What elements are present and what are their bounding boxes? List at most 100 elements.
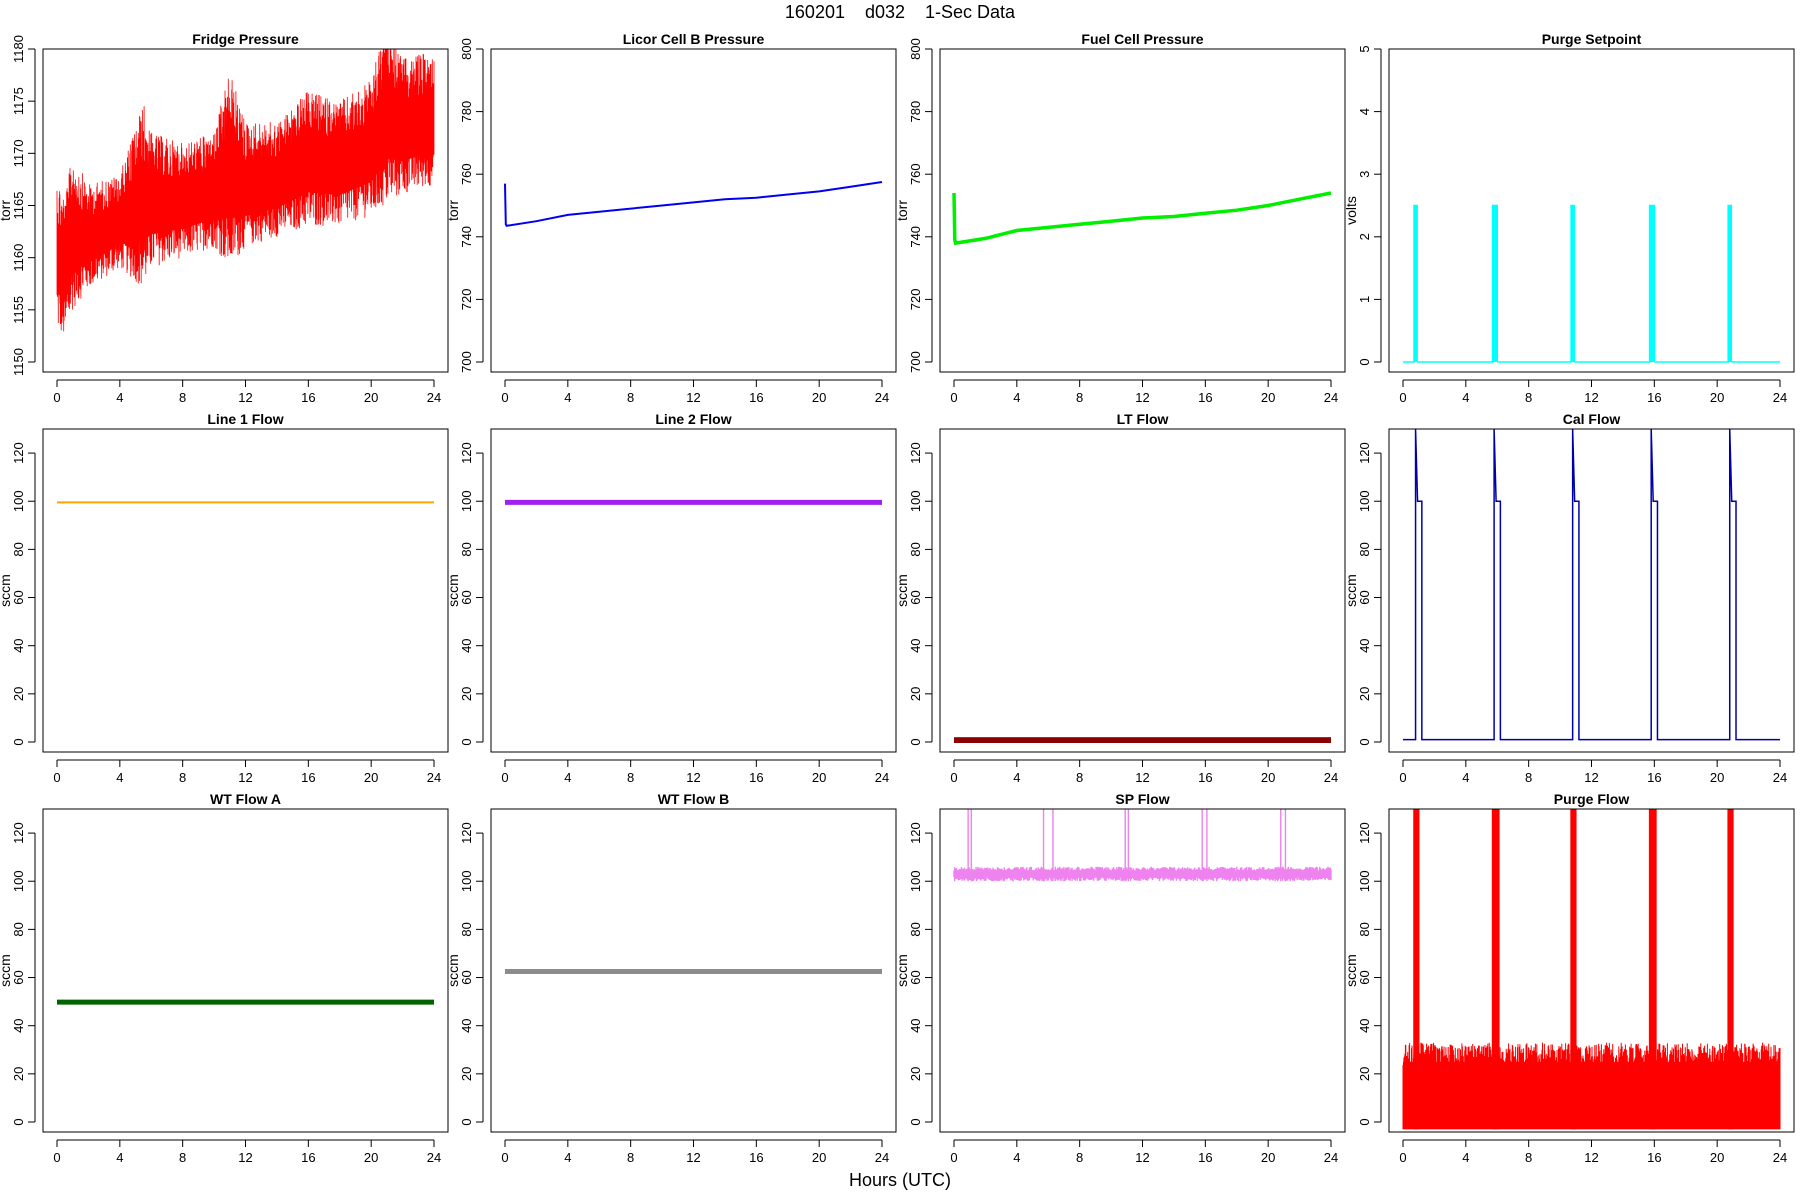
x-tick-label: 0 [1399,770,1406,785]
y-axis-label: sccm [1343,574,1359,607]
y-tick-label: 0 [1357,1118,1372,1125]
y-tick-label: 1160 [11,244,26,272]
y-tick-label: 20 [1357,1067,1372,1081]
y-tick-label: 20 [459,687,474,701]
y-tick-label: 100 [11,870,26,892]
y-tick-label: 20 [908,687,923,701]
y-tick-label: 40 [11,638,26,652]
y-tick-label: 0 [1357,358,1372,365]
y-tick-label: 40 [1357,1018,1372,1032]
x-tick-label: 24 [1773,1150,1787,1165]
y-tick-label: 100 [1357,870,1372,892]
y-tick-label: 0 [908,738,923,745]
x-tick-label: 20 [812,1150,826,1165]
x-tick-label: 16 [1647,390,1661,405]
y-tick-label: 60 [908,970,923,984]
y-tick-label: 40 [459,638,474,652]
y-tick-label: 1180 [11,35,26,63]
x-tick-label: 4 [564,1150,571,1165]
x-tick-label: 0 [53,390,60,405]
y-tick-label: 80 [459,922,474,936]
plot-frame [42,48,449,373]
x-tick-label: 4 [1013,1150,1020,1165]
x-tick-label: 8 [627,770,634,785]
y-tick-label: 0 [908,1118,923,1125]
x-tick-label: 16 [749,1150,763,1165]
x-tick-label: 12 [1135,1150,1149,1165]
y-axis-label: torr [894,200,910,221]
x-tick-label: 8 [1525,390,1532,405]
y-tick-label: 700 [908,351,923,373]
panel-10: SP Flow 0 4 8 12 16 20 24 0 20 40 60 80 100 120 sccm [894,791,1346,1165]
plot-frame [490,808,897,1133]
data-band [1403,1061,1780,1130]
x-tick-label: 0 [950,1150,957,1165]
panel-title: SP Flow [1115,791,1169,807]
panel-5: Line 2 Flow 0 4 8 12 16 20 24 0 20 40 60 80 100 120 scc… [445,411,897,785]
x-tick-label: 24 [875,770,889,785]
y-tick-label: 60 [1357,590,1372,604]
y-tick-label: 40 [908,1018,923,1032]
x-tick-label: 4 [116,390,123,405]
plot-frame [42,428,449,753]
data-line [504,181,883,227]
y-tick-label: 120 [459,442,474,464]
x-tick-label: 12 [238,770,252,785]
panel-title: Line 2 Flow [655,411,731,427]
x-tick-label: 20 [364,1150,378,1165]
y-tick-label: 740 [908,226,923,248]
x-tick-label: 8 [179,1150,186,1165]
x-tick-label: 20 [364,390,378,405]
x-tick-label: 0 [1399,1150,1406,1165]
y-tick-label: 120 [908,822,923,844]
y-tick-label: 5 [1357,45,1372,52]
x-tick-label: 16 [301,770,315,785]
x-tick-label: 12 [1135,770,1149,785]
x-tick-label: 20 [1261,1150,1275,1165]
panel-title: Purge Flow [1554,791,1630,807]
y-tick-label: 80 [1357,922,1372,936]
x-tick-label: 24 [427,1150,441,1165]
series-layer [1403,429,1780,741]
y-tick-label: 740 [459,226,474,248]
x-tick-label: 16 [1647,1150,1661,1165]
x-tick-label: 4 [564,390,571,405]
y-tick-label: 80 [11,922,26,936]
x-tick-label: 24 [1324,390,1338,405]
x-tick-label: 12 [686,1150,700,1165]
y-axis-label: sccm [1343,954,1359,987]
x-tick-label: 8 [1076,770,1083,785]
y-axis-label: sccm [0,574,13,607]
x-tick-label: 12 [238,1150,252,1165]
x-tick-label: 8 [1525,770,1532,785]
panel-2: Fuel Cell Pressure 0 4 8 12 16 20 24 700 720 740 76… [894,31,1346,405]
panel-title: WT Flow B [658,791,730,807]
x-tick-label: 12 [686,390,700,405]
x-tick-label: 24 [427,390,441,405]
y-tick-label: 1175 [11,87,26,115]
y-tick-label: 40 [459,1018,474,1032]
y-tick-label: 80 [11,542,26,556]
x-tick-label: 24 [427,770,441,785]
plot-frame [939,428,1346,753]
x-tick-label: 0 [950,770,957,785]
x-tick-label: 0 [501,390,508,405]
plot-frame [490,48,897,373]
series-layer [952,191,1332,246]
y-tick-label: 20 [11,1067,26,1081]
x-tick-label: 4 [116,1150,123,1165]
y-tick-label: 760 [908,163,923,185]
y-tick-label: 100 [908,490,923,512]
data-line [952,191,1332,246]
x-tick-label: 16 [1198,390,1212,405]
y-tick-label: 40 [908,638,923,652]
y-tick-label: 800 [459,38,474,60]
y-tick-label: 700 [459,351,474,373]
x-tick-label: 20 [1710,390,1724,405]
y-tick-label: 1 [1357,296,1372,303]
series-layer [1403,204,1780,363]
x-tick-label: 24 [1773,390,1787,405]
y-tick-label: 1150 [11,348,26,376]
panel-title: Cal Flow [1563,411,1621,427]
